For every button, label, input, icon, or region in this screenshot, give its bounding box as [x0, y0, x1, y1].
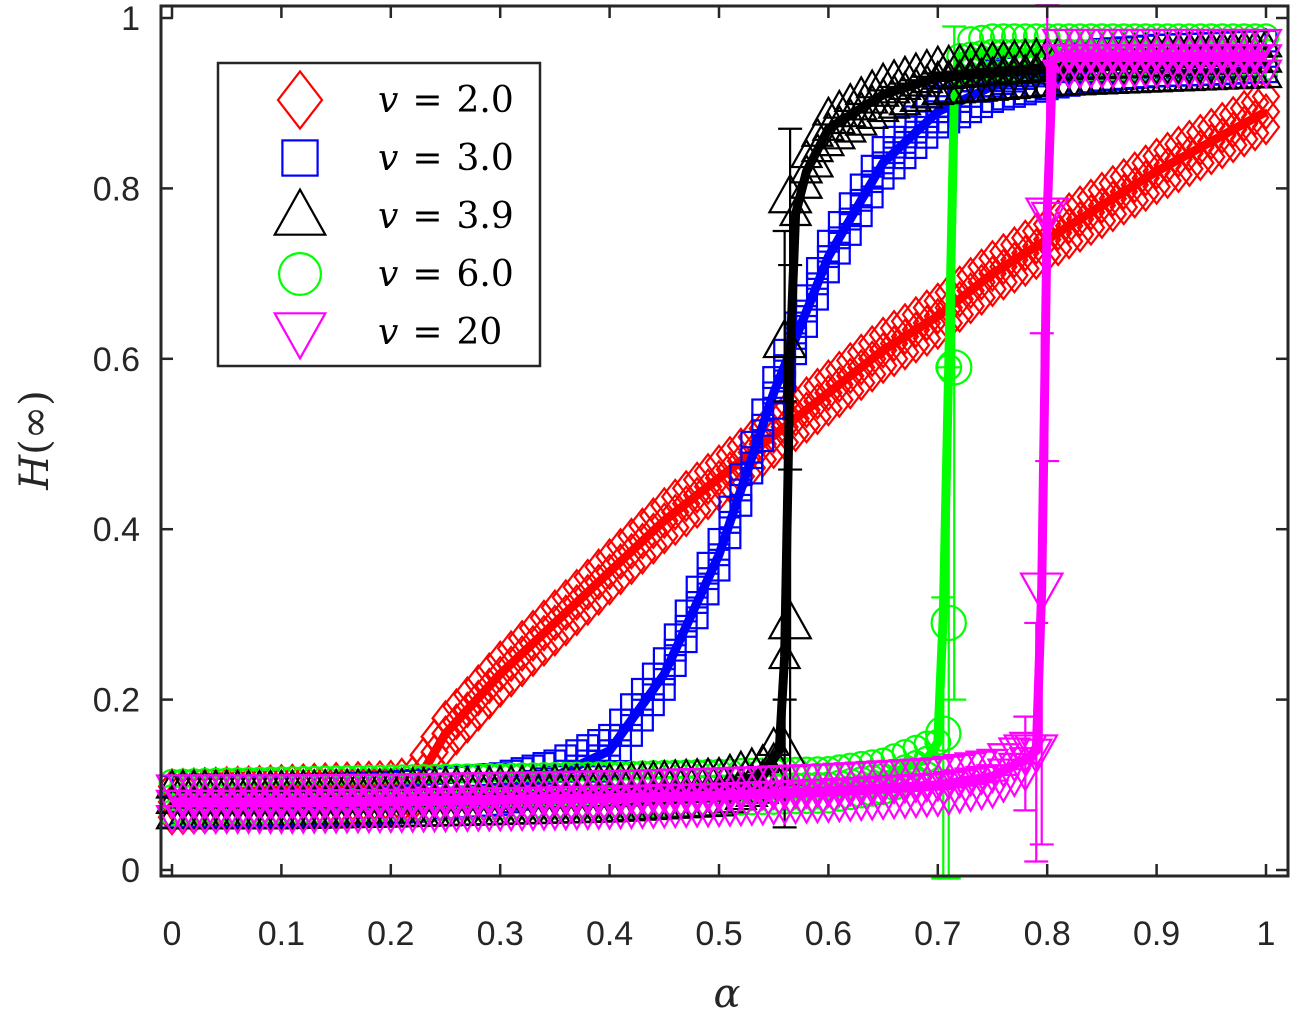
legend-item: v = 20	[272, 312, 502, 361]
legend-label: v = 20	[378, 312, 502, 353]
y-tick-label: 1	[121, 0, 140, 38]
x-tick-label: 0.9	[1133, 915, 1180, 953]
y-tick-label: 0.4	[93, 511, 140, 549]
legend-box	[216, 61, 542, 368]
x-tick-label: 1	[1257, 915, 1276, 953]
x-tick-label: 0.6	[805, 915, 852, 953]
axis-ticks: 0 0.1 0.2 0.3 0.4 0.5 0.6 0.7 0.8 0.9 1 0 0.2 0.4 0.6 0…	[93, 0, 1288, 953]
legend-item: v = 3.0	[281, 138, 514, 179]
legend-label: v = 3.9	[378, 196, 514, 237]
svg-text:H(∞): H(∞)	[12, 390, 58, 490]
x-tick-label: 0.3	[477, 915, 524, 953]
y-axis-label-paren: (∞)	[12, 390, 58, 455]
series-mean-line	[170, 51, 1268, 807]
x-tick-label: 0.4	[586, 915, 633, 953]
plot-frame	[159, 4, 1290, 878]
legend-label: v = 6.0	[378, 254, 514, 295]
y-tick-label: 0.8	[93, 170, 140, 208]
triangle-down-marker-icon	[272, 312, 328, 361]
square-marker-icon	[281, 139, 319, 177]
y-tick-label: 0.2	[93, 682, 140, 720]
legend-item: v = 2.0	[276, 69, 514, 131]
x-tick-label: 0	[163, 915, 182, 953]
x-tick-label: 0.8	[1024, 915, 1071, 953]
diamond-marker-icon	[276, 69, 324, 131]
triangle-up-marker-icon	[272, 187, 328, 236]
legend-item: v = 6.0	[278, 252, 514, 297]
y-tick-label: 0.6	[93, 341, 140, 379]
series-triangle-down	[155, 4, 1283, 863]
y-axis-label: H(∞)	[12, 390, 58, 490]
x-tick-label: 0.1	[258, 915, 305, 953]
circle-marker-icon	[278, 252, 323, 297]
legend: v = 2.0 v = 3.0 v = 3.9 v = 6.0 v = 20	[216, 61, 542, 368]
x-axis-label: α	[713, 971, 740, 1012]
x-tick-label: 0.5	[695, 915, 742, 953]
y-tick-label: 0	[121, 852, 140, 890]
y-axis-label-main: H	[12, 454, 58, 491]
x-tick-label: 0.2	[367, 915, 414, 953]
legend-label: v = 2.0	[378, 80, 514, 121]
legend-item: v = 3.9	[272, 187, 514, 237]
legend-label: v = 3.0	[378, 138, 514, 179]
series-layer	[155, 4, 1283, 880]
x-tick-label: 0.7	[914, 915, 961, 953]
